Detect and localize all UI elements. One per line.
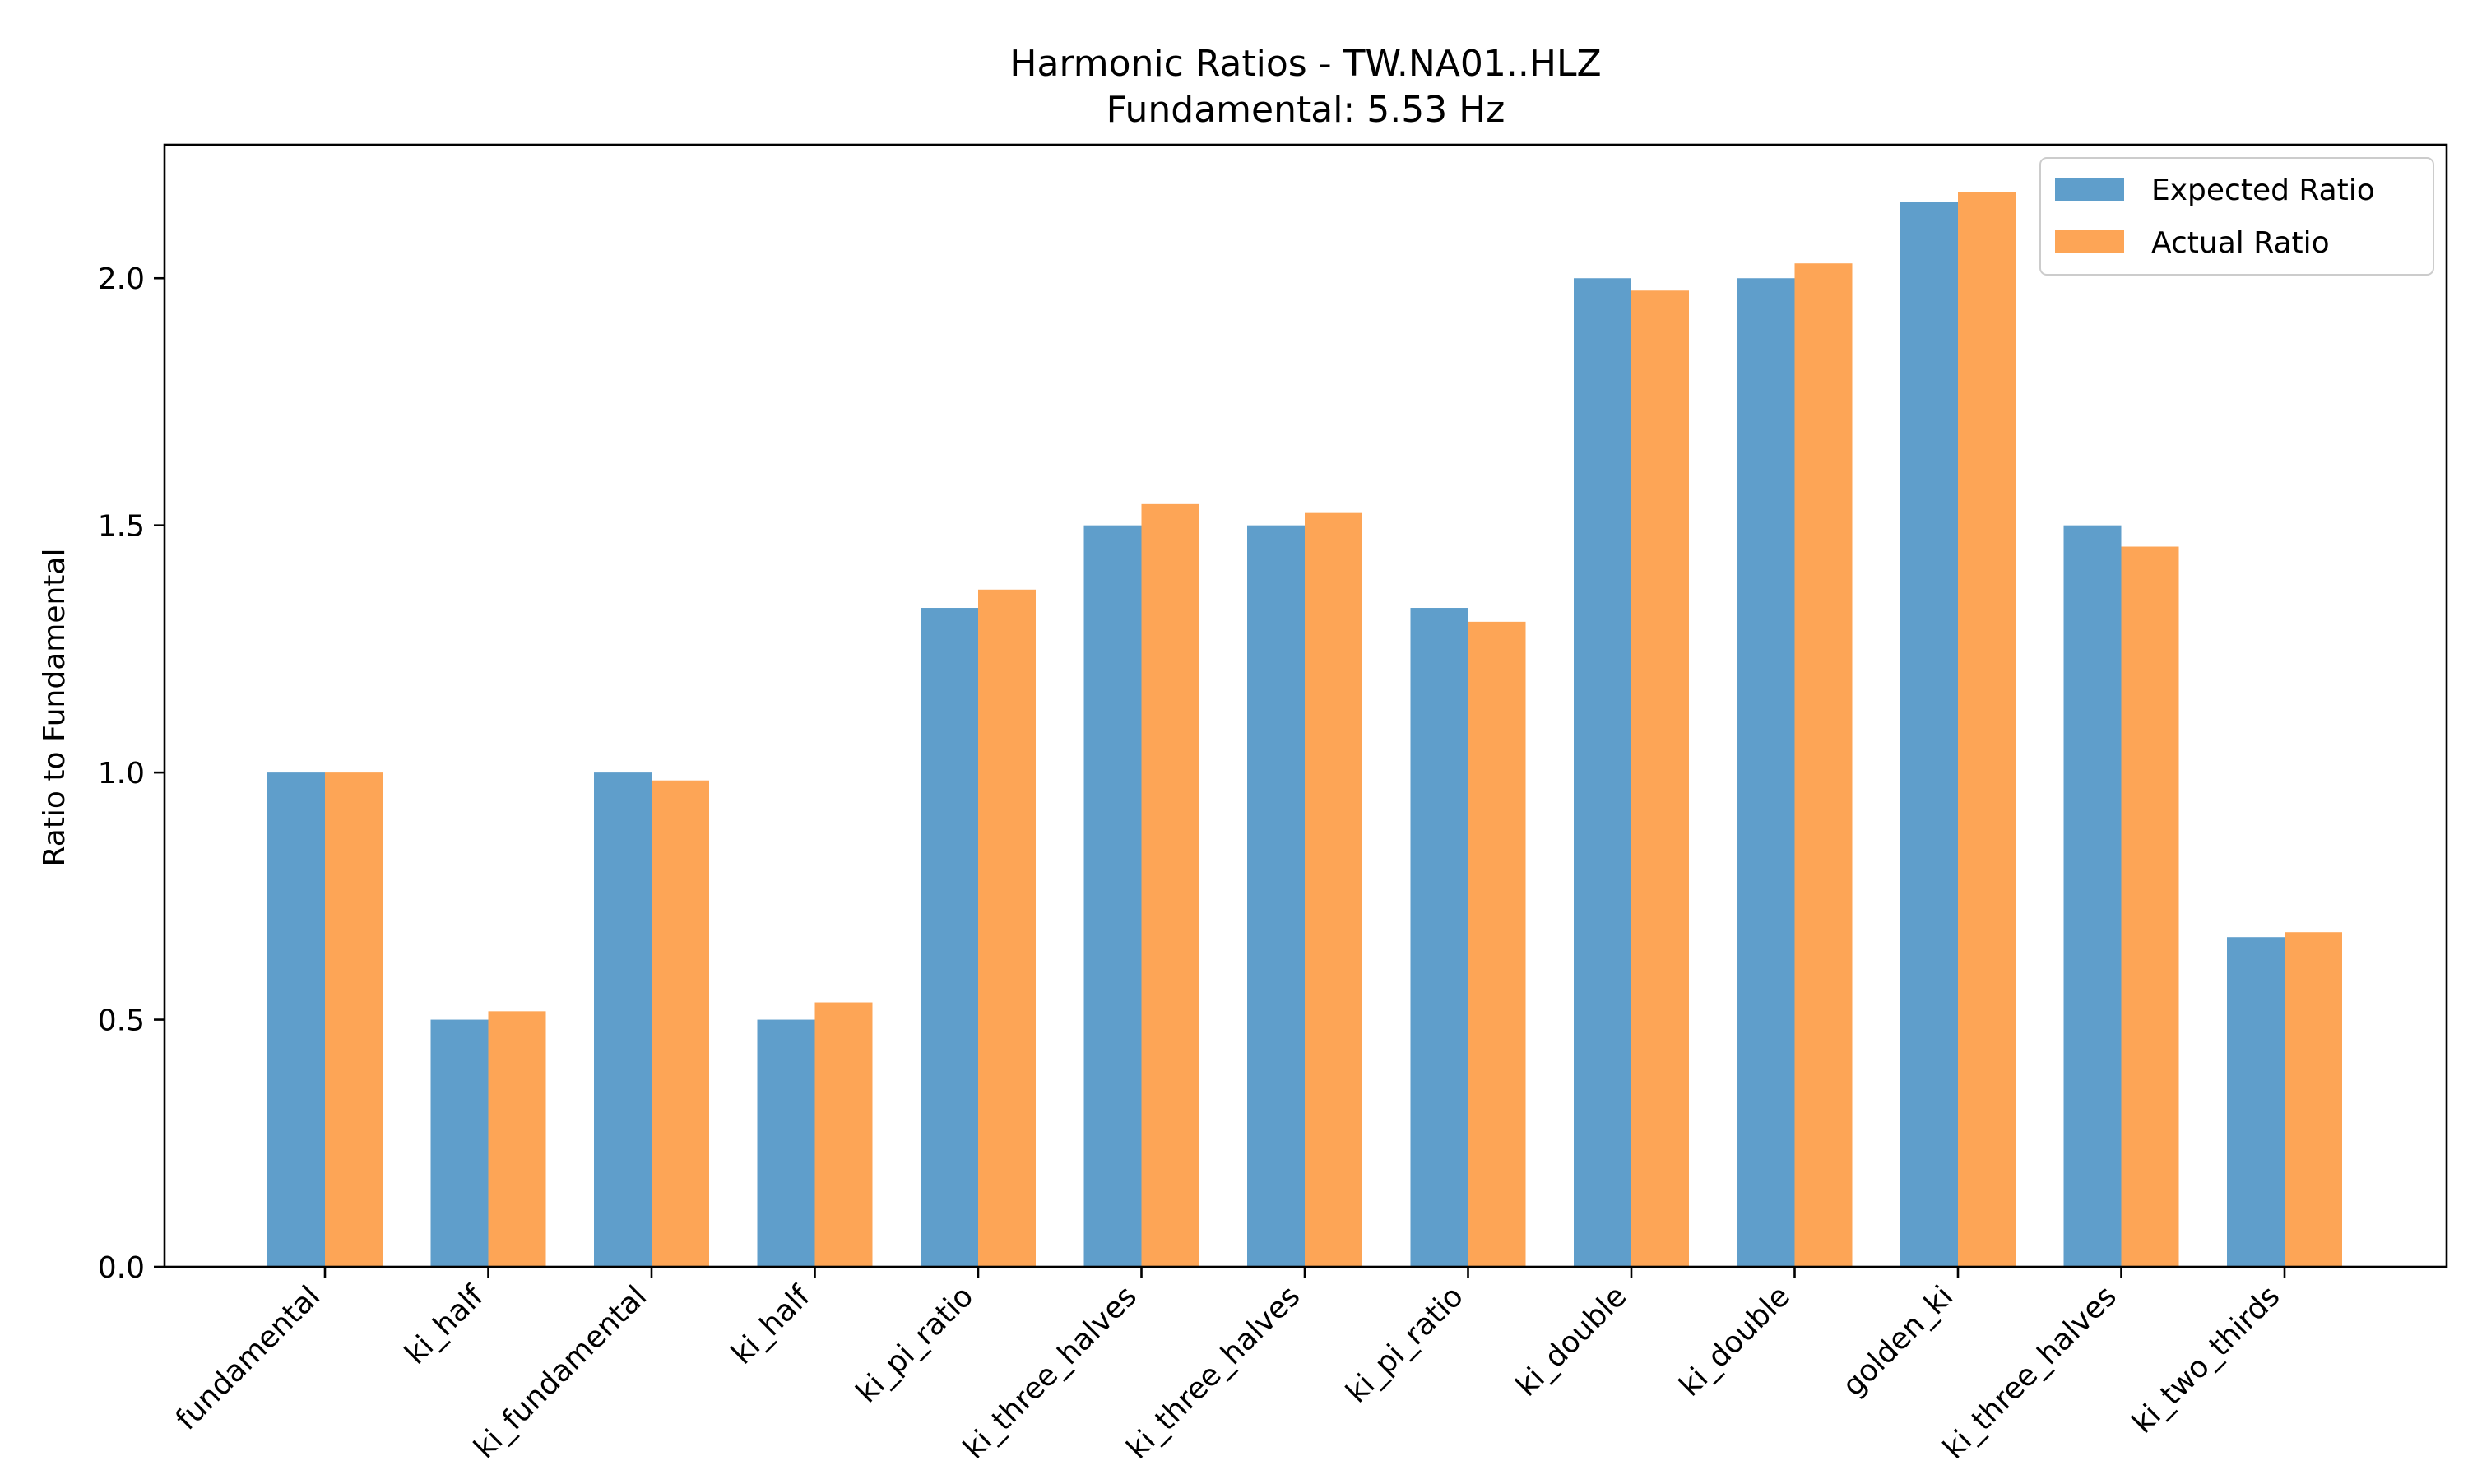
- bar-actual-ratio-12: [2285, 932, 2342, 1267]
- legend-swatch: [2055, 178, 2124, 201]
- legend-label: Expected Ratio: [2151, 174, 2375, 207]
- y-tick-label: 1.0: [98, 757, 145, 791]
- bar-expected-ratio-12: [2227, 937, 2285, 1267]
- legend-label: Actual Ratio: [2151, 226, 2330, 260]
- x-tick-label: ki_fundamental: [468, 1279, 654, 1465]
- y-axis: 0.0 0.5 1.0 1.5 2.0: [98, 262, 165, 1285]
- bar-actual-ratio-1: [488, 1011, 546, 1267]
- legend: Expected Ratio Actual Ratio: [2039, 157, 2434, 276]
- x-tick-label: ki_three_halves: [1120, 1279, 1306, 1465]
- bar-actual-ratio-6: [1305, 512, 1362, 1267]
- x-tick-label: ki_pi_ratio: [1340, 1279, 1470, 1409]
- bar-expected-ratio-6: [1247, 525, 1305, 1267]
- bar-expected-ratio-0: [267, 772, 325, 1267]
- x-tick-label: golden_ki: [1836, 1279, 1960, 1403]
- x-tick-label: ki_half: [726, 1278, 818, 1370]
- bar-actual-ratio-3: [814, 1002, 873, 1267]
- bar-actual-ratio-9: [1794, 263, 1853, 1268]
- bar-actual-ratio-5: [1141, 503, 1199, 1267]
- x-tick-label: ki_pi_ratio: [850, 1279, 980, 1409]
- y-tick-label: 0.0: [98, 1251, 145, 1285]
- bar-expected-ratio-3: [757, 1019, 815, 1267]
- bar-expected-ratio-7: [1410, 608, 1468, 1267]
- bar-expected-ratio-11: [2063, 525, 2122, 1267]
- x-tick-label: fundamental: [169, 1279, 327, 1436]
- legend-box: [2039, 157, 2434, 276]
- bar-expected-ratio-1: [430, 1019, 489, 1267]
- bar-expected-ratio-4: [921, 608, 978, 1267]
- bar-actual-ratio-7: [1468, 621, 1526, 1267]
- y-tick-label: 0.5: [98, 1004, 145, 1038]
- x-tick-label: ki_half: [399, 1278, 491, 1370]
- chart-subtitle: Fundamental: 5.53 Hz: [1106, 89, 1505, 131]
- legend-swatch: [2055, 230, 2124, 253]
- x-tick-label: ki_double: [1510, 1279, 1633, 1403]
- y-tick-label: 1.5: [98, 510, 145, 544]
- bar-expected-ratio-9: [1737, 278, 1795, 1267]
- x-tick-label: ki_double: [1673, 1279, 1797, 1403]
- bar-actual-ratio-11: [2121, 546, 2179, 1267]
- plot-frame: [163, 143, 2448, 1268]
- bar-expected-ratio-10: [1900, 202, 1958, 1268]
- chart-title: Harmonic Ratios - TW.NA01..HLZ: [1009, 43, 1601, 85]
- bar-actual-ratio-2: [652, 780, 709, 1267]
- bar-actual-ratio-10: [1958, 192, 2016, 1267]
- x-tick-label: ki_three_halves: [957, 1279, 1143, 1465]
- x-tick-label: ki_three_halves: [1937, 1279, 2122, 1465]
- y-tick-label: 2.0: [98, 262, 145, 296]
- bar-actual-ratio-0: [325, 772, 383, 1267]
- bar-expected-ratio-5: [1083, 525, 1142, 1267]
- bar-actual-ratio-4: [978, 589, 1036, 1267]
- x-tick-label: ki_two_thirds: [2126, 1279, 2286, 1440]
- bar-expected-ratio-8: [1574, 278, 1631, 1267]
- bars-group: [267, 192, 2342, 1268]
- y-axis-label: Ratio to Fundamental: [38, 549, 72, 867]
- bar-expected-ratio-2: [594, 772, 652, 1267]
- bar-actual-ratio-8: [1631, 290, 1689, 1268]
